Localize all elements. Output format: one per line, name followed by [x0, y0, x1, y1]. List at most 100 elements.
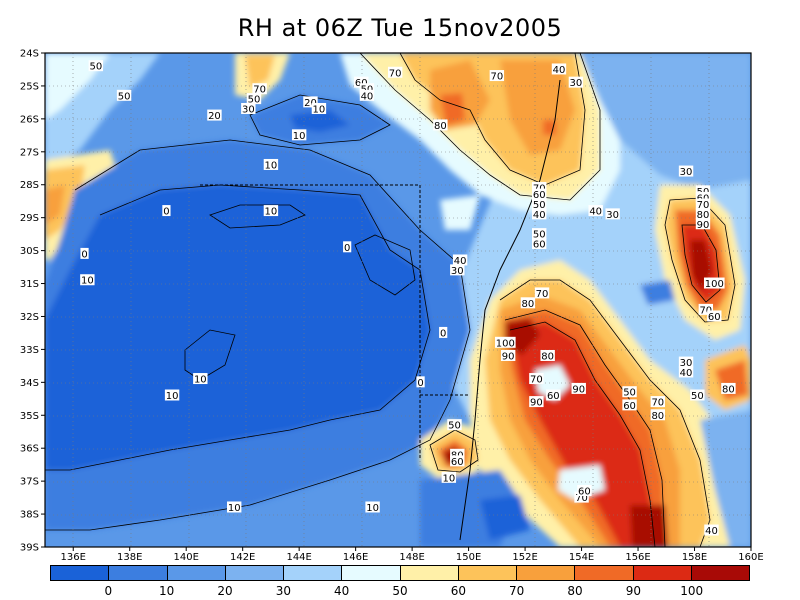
y-tick-label: 37S: [20, 477, 39, 488]
contour-label-bg: [80, 274, 95, 286]
contour-label: 40: [361, 91, 374, 102]
contour-label: 10: [366, 503, 379, 514]
contour-label: 90: [697, 220, 710, 231]
contour-label: 60: [623, 401, 636, 412]
contour-label-bg: [164, 389, 180, 401]
coastline: [459, 79, 561, 541]
colorbar-swatch: [575, 566, 634, 580]
colorbar-swatch: [342, 566, 401, 580]
colorbar-label: 10: [159, 584, 175, 598]
colorbar-label: 30: [275, 584, 291, 598]
contour-label-bg: [690, 389, 705, 401]
y-tick-label: 28S: [20, 180, 39, 191]
x-tick-label: 144E: [286, 552, 311, 563]
contour-label-bg: [263, 158, 279, 170]
x-tick-label: 160E: [738, 552, 763, 563]
contour-label: 100: [705, 279, 724, 290]
contour-label: 50: [89, 62, 102, 73]
contour-label: 80: [651, 411, 664, 422]
y-tick-label: 39S: [20, 543, 39, 554]
y-tick-label: 36S: [20, 444, 39, 455]
contour-label-bg: [588, 205, 603, 217]
contour-label: 50: [533, 200, 546, 211]
contour-label: 10: [313, 104, 326, 115]
contour-label: 60: [708, 312, 721, 323]
contour-label: 70: [530, 375, 543, 386]
contour-label-bg: [520, 297, 536, 309]
contour-label: 90: [502, 351, 515, 362]
contour-label: 70: [575, 493, 588, 504]
contour-label-bg: [291, 129, 307, 141]
contour-label: 50: [118, 91, 131, 102]
contour-label-bg: [650, 409, 666, 421]
colorbar-swatch: [284, 566, 343, 580]
y-tick-label: 30S: [20, 246, 39, 257]
contour-label-bg: [551, 63, 567, 75]
contour-label-bg: [441, 471, 457, 483]
contour-label-bg: [721, 382, 736, 394]
contour-label: 40: [589, 207, 602, 218]
state-borders: [200, 184, 470, 460]
contour-label-bg: [529, 396, 544, 408]
contour-label-bg: [532, 198, 547, 210]
contour-label-bg: [532, 228, 547, 240]
contour-label: 70: [490, 72, 503, 83]
contour-label-bg: [447, 419, 462, 431]
contour-label: 60: [451, 457, 464, 468]
x-tick-label: 136E: [61, 552, 86, 563]
contour-label-bg: [650, 396, 666, 408]
contour-label: 50: [448, 421, 461, 432]
contour-label-bg: [252, 83, 267, 95]
y-tick-label: 34S: [20, 378, 39, 389]
colorbar-swatch: [458, 566, 517, 580]
contour-label-bg: [303, 96, 318, 108]
contour-label: 30: [606, 210, 619, 221]
colorbar-label: 70: [509, 584, 525, 598]
contour-label: 100: [496, 338, 515, 349]
contour-label-bg: [678, 165, 694, 177]
colorbar-swatch: [400, 566, 459, 580]
y-tick-label: 32S: [20, 312, 39, 323]
contour-label-bg: [495, 336, 516, 348]
contour-label: 80: [697, 210, 710, 221]
contour-label: 20: [304, 98, 317, 109]
contour-label: 80: [541, 351, 554, 362]
contour-label-bg: [193, 373, 208, 385]
contour-label-bg: [116, 89, 132, 101]
colorbar-swatch: [517, 566, 576, 580]
contour-label-bg: [546, 389, 561, 401]
contour-label: 90: [530, 398, 543, 409]
x-tick-label: 158E: [682, 552, 707, 563]
contour-label: 40: [705, 526, 718, 537]
contour-label: 60: [533, 240, 546, 251]
graticule: [45, 53, 751, 547]
contour-label-bg: [500, 349, 516, 361]
x-tick-label: 148E: [399, 552, 424, 563]
contour-label: 0: [81, 249, 87, 260]
colorbar-label: 90: [625, 584, 641, 598]
contour-label: 70: [697, 200, 710, 211]
y-tick-label: 33S: [20, 345, 39, 356]
map-title: RH at 06Z Tue 15nov2005: [237, 14, 563, 42]
contour-label-bg: [452, 254, 468, 266]
x-tick-label: 146E: [343, 552, 368, 563]
contour-label-bg: [707, 310, 722, 322]
contour-label-bg: [695, 191, 711, 203]
contour-label: 60: [533, 190, 546, 201]
contour-label: 10: [293, 131, 306, 142]
contour-label-bg: [534, 287, 550, 299]
filled-contours: 5050207050302010106050407080704030101000…: [45, 53, 751, 547]
contour-label-bg: [80, 247, 89, 259]
contour-label-bg: [246, 93, 262, 105]
x-tick-label: 140E: [173, 552, 198, 563]
contour-label: 70: [253, 85, 266, 96]
y-tick-label: 35S: [20, 411, 39, 422]
contour-label: 40: [553, 65, 566, 76]
contour-label-bg: [439, 326, 448, 338]
y-tick-label: 27S: [20, 147, 39, 158]
contour-label: 40: [454, 256, 467, 267]
contour-label: 50: [623, 388, 636, 399]
contour-label-bg: [207, 109, 222, 121]
contour-label-bg: [678, 356, 694, 368]
contour-label: 30: [680, 167, 693, 178]
